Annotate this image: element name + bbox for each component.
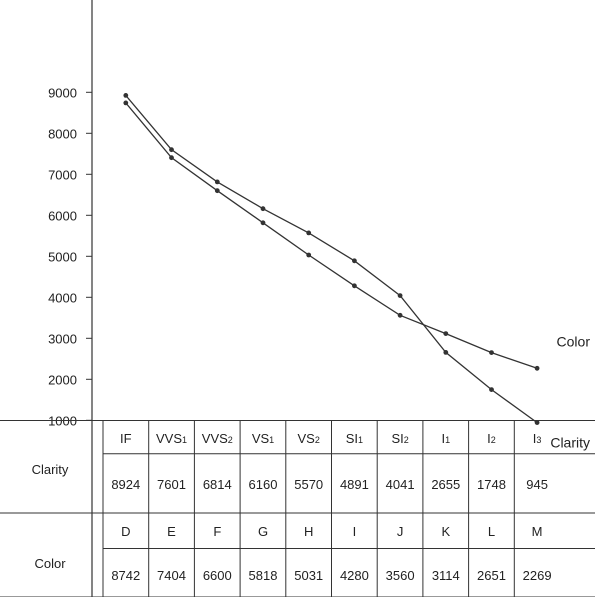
clarity-value-cell: 7601 [157, 477, 186, 492]
clarity-series-label: Clarity [550, 435, 590, 451]
clarity-value-cell: 945 [526, 477, 548, 492]
y-tick-label: 7000 [48, 167, 77, 182]
color-point [534, 365, 540, 371]
y-tick-label: 8000 [48, 126, 77, 141]
clarity-point [123, 93, 129, 98]
clarity-grade-header: SI1 [346, 431, 363, 446]
color-grade-header: H [304, 524, 313, 539]
color-grade-header: G [258, 524, 268, 539]
y-tick-label: 6000 [48, 208, 77, 223]
color-grade-header: E [167, 524, 176, 539]
color-value-cell: 7404 [157, 568, 186, 583]
color-point [169, 155, 174, 161]
color-grade-header: D [121, 524, 130, 539]
color-row-label: Color [34, 556, 66, 571]
clarity-point [260, 206, 266, 212]
color-point [123, 100, 129, 106]
color-point [443, 331, 449, 336]
series-lines: Clarity Color [123, 93, 590, 451]
clarity-grade-header: SI2 [391, 431, 408, 446]
clarity-line [125, 94, 538, 424]
clarity-grade-header: VS2 [298, 431, 320, 446]
color-value-cell: 3560 [386, 568, 415, 583]
clarity-point [352, 258, 357, 264]
color-grade-header: J [397, 524, 404, 539]
color-grade-header: M [532, 524, 543, 539]
color-value-cell: 5818 [249, 568, 278, 583]
color-grade-header: L [488, 524, 495, 539]
color-value-cell: 3114 [432, 568, 460, 583]
color-point [352, 283, 357, 289]
color-value-cell: 2651 [477, 568, 506, 583]
clarity-value-cell: 5570 [294, 477, 323, 492]
y-tick-label: 2000 [48, 372, 77, 387]
clarity-point [214, 179, 220, 185]
clarity-value-cell: 4041 [386, 477, 415, 492]
clarity-value-cell: 6160 [249, 477, 278, 492]
color-value-cell: 5031 [294, 568, 323, 583]
color-value-cell: 6600 [203, 568, 232, 583]
color-point [260, 220, 266, 226]
clarity-grade-header: IF [120, 431, 132, 446]
clarity-grade-header: I2 [487, 431, 496, 446]
y-tick-label: 9000 [48, 85, 77, 100]
y-tick-label: 5000 [48, 249, 77, 264]
color-line [125, 102, 538, 369]
clarity-value-cell: 4891 [340, 477, 369, 492]
clarity-row-label: Clarity [32, 462, 69, 477]
clarity-point [534, 420, 540, 425]
clarity-value-cell: 8924 [111, 477, 140, 492]
clarity-grade-header: VVS1 [156, 431, 187, 446]
clarity-grade-header: I3 [533, 431, 542, 446]
clarity-point [397, 293, 403, 298]
y-tick-label: 3000 [48, 331, 77, 346]
clarity-value-cell: 6814 [203, 477, 232, 492]
color-value-cell: 2269 [523, 568, 552, 583]
clarity-point [489, 387, 494, 392]
clarity-point [306, 230, 312, 236]
clarity-point [169, 147, 174, 153]
clarity-value-cell: 2655 [431, 477, 460, 492]
color-point [306, 252, 312, 258]
color-grade-header: K [441, 524, 450, 539]
color-value-cell: 4280 [340, 568, 369, 583]
color-grade-header: F [213, 524, 221, 539]
color-point [397, 312, 403, 318]
color-point [489, 350, 494, 355]
y-tick-label: 4000 [48, 290, 77, 305]
clarity-value-cell: 1748 [477, 477, 506, 492]
clarity-point [443, 350, 449, 355]
clarity-grade-header: VVS2 [202, 431, 233, 446]
color-point [214, 188, 220, 194]
color-series-label: Color [557, 333, 591, 349]
color-grade-header: I [353, 524, 357, 539]
color-value-cell: 8742 [111, 568, 140, 583]
clarity-grade-header: I1 [441, 431, 450, 446]
clarity-grade-header: VS1 [252, 431, 274, 446]
